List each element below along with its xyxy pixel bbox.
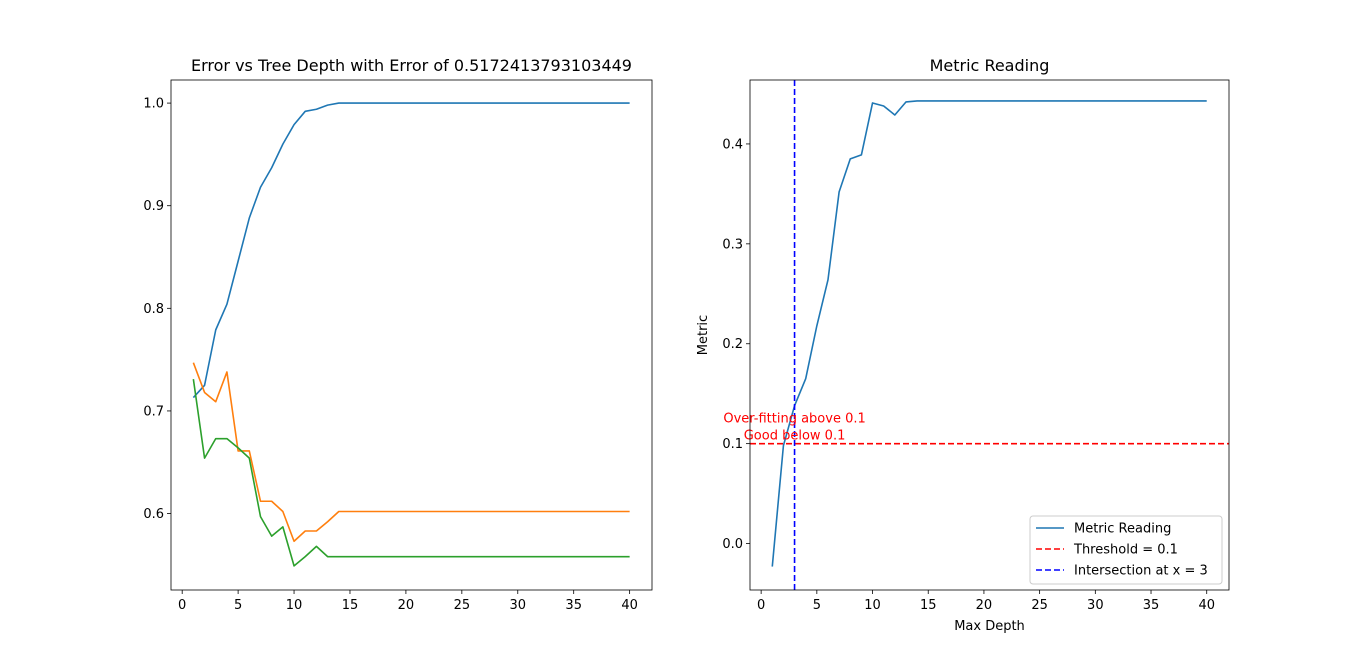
y-tick-label: 0.0 (722, 537, 743, 552)
legend-label: Intersection at x = 3 (1074, 564, 1208, 579)
x-tick-label: 25 (1031, 598, 1048, 613)
x-tick-label: 35 (1143, 598, 1160, 613)
x-tick-label: 0 (178, 598, 186, 613)
x-tick-label: 35 (565, 598, 582, 613)
x-tick-label: 40 (621, 598, 638, 613)
x-tick-label: 15 (342, 598, 359, 613)
series-line-1 (192, 102, 630, 399)
x-tick-label: 30 (509, 598, 526, 613)
chart-title: Error vs Tree Depth with Error of 0.5172… (191, 56, 632, 75)
y-tick-label: 0.3 (722, 237, 743, 252)
annotation-2: Good below 0.1 (744, 429, 846, 444)
series-line-3 (192, 379, 630, 567)
axes-frame (170, 79, 653, 591)
annotation-1: Over-fitting above 0.1 (723, 412, 865, 427)
y-tick-label: 0.1 (722, 437, 743, 452)
legend-label: Metric Reading (1074, 522, 1171, 537)
y-tick-label: 1.0 (143, 97, 164, 112)
y-axis-label: Metric (696, 315, 711, 355)
axes-frame (749, 79, 1230, 591)
legend: Metric Reading Threshold = 0.1 Intersectio… (1029, 515, 1223, 585)
x-tick-label: 5 (813, 598, 821, 613)
x-tick-label: 20 (398, 598, 415, 613)
legend-label: Threshold = 0.1 (1073, 543, 1178, 558)
y-tick-label: 0.9 (143, 199, 164, 214)
x-tick-label: 40 (1198, 598, 1215, 613)
series-line-1 (771, 100, 1207, 567)
x-tick-label: 10 (286, 598, 303, 613)
x-tick-label: 15 (920, 598, 937, 613)
x-tick-label: 25 (454, 598, 471, 613)
series-line-2 (192, 362, 630, 543)
x-axis-label: Max Depth (954, 619, 1025, 634)
y-tick-label: 0.2 (722, 337, 743, 352)
x-tick-label: 20 (976, 598, 993, 613)
y-tick-label: 0.6 (143, 507, 164, 522)
chart-title: Metric Reading (930, 56, 1050, 75)
x-tick-label: 30 (1087, 598, 1104, 613)
y-tick-label: 0.8 (143, 302, 164, 317)
legend-box (1029, 515, 1223, 585)
x-tick-label: 5 (234, 598, 242, 613)
left-chart-panel: Error vs Tree Depth with Error of 0.5172… (143, 56, 653, 613)
plot-area (750, 80, 1229, 590)
y-tick-label: 0.7 (143, 404, 164, 419)
right-chart-panel: Metric Reading 0 5 10 15 20 25 30 35 40 0.0 0.1 0.2 0… (696, 56, 1230, 634)
plot-area (192, 102, 630, 567)
x-tick-label: 10 (864, 598, 881, 613)
x-tick-label: 0 (757, 598, 765, 613)
y-tick-label: 0.4 (722, 137, 743, 152)
